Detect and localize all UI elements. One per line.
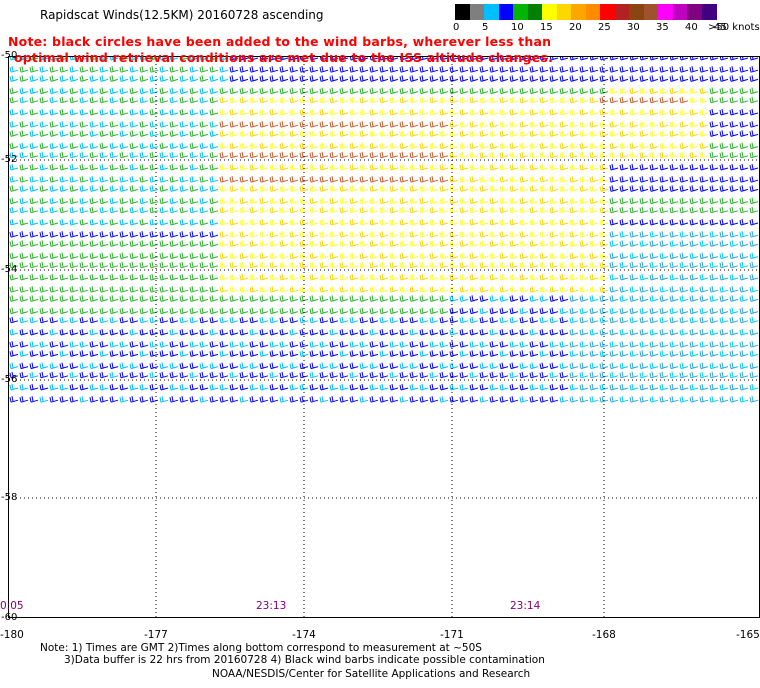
note-line-1: Note: black circles have been added to t… — [8, 34, 552, 49]
longitude-label: -165 — [736, 629, 760, 641]
longitude-label: -168 — [592, 629, 616, 641]
credit-line: NOAA/NESDIS/Center for Satellite Applica… — [212, 668, 531, 680]
time-label: 23:13 — [256, 600, 287, 612]
colorbar-tick-label: 15 — [540, 22, 553, 33]
footer-note-2: 3)Data buffer is 22 hrs from 20160728 4)… — [64, 654, 545, 666]
latitude-label: -50 — [1, 50, 18, 61]
latitude-label: -52 — [1, 154, 18, 165]
colorbar-tick-label: 45 — [714, 22, 727, 33]
colorbar-swatch — [643, 4, 659, 20]
colorbar-swatch — [600, 4, 615, 20]
colorbar-swatch — [513, 4, 528, 20]
colorbar-swatch — [484, 4, 499, 20]
plot-frame — [8, 56, 760, 618]
colorbar-tick-label: 40 — [685, 22, 698, 33]
colorbar-swatch — [469, 4, 485, 20]
colorbar-tick-label: 10 — [511, 22, 524, 33]
footer-note-1: Note: 1) Times are GMT 2)Times along bot… — [40, 642, 482, 654]
colorbar-swatch — [585, 4, 601, 20]
time-label: 0:05 — [0, 600, 24, 612]
colorbar-tick-label: 5 — [482, 22, 489, 33]
colorbar-tick-label: 20 — [569, 22, 582, 33]
colorbar-swatch — [498, 4, 514, 20]
colorbar-swatch — [701, 4, 717, 20]
time-label: 23:14 — [510, 600, 541, 612]
colorbar-unit-label: >50 knots — [708, 22, 760, 33]
colorbar-swatch — [614, 4, 630, 20]
longitude-label: -177 — [144, 629, 168, 641]
colorbar-swatch — [556, 4, 572, 20]
note-line-2: optimal wind retrieval conditions are me… — [14, 50, 554, 65]
colorbar-swatch — [542, 4, 557, 20]
longitude-label: -171 — [440, 629, 464, 641]
longitude-label: -174 — [292, 629, 316, 641]
colorbar-tick-label: 0 — [453, 22, 460, 33]
wind-map-plot — [8, 56, 760, 618]
colorbar-swatch — [672, 4, 688, 20]
latitude-label: -54 — [1, 264, 18, 275]
colorbar-swatch — [629, 4, 644, 20]
colorbar-swatch — [687, 4, 702, 20]
colorbar-swatch — [455, 4, 470, 20]
colorbar-swatch — [571, 4, 586, 20]
colorbar-tick-label: 25 — [598, 22, 611, 33]
grid-lines — [8, 56, 760, 618]
longitude-label: -180 — [0, 629, 24, 641]
colorbar-swatch — [527, 4, 543, 20]
colorbar-tick-label: 35 — [656, 22, 669, 33]
colorbar-swatch — [658, 4, 673, 20]
wind-barbs-layer — [9, 56, 759, 403]
latitude-label: -56 — [1, 374, 18, 385]
latitude-label: -60 — [1, 612, 18, 623]
colorbar-tick-label: 30 — [627, 22, 640, 33]
map-title: Rapidscat Winds(12.5KM) 20160728 ascendi… — [40, 8, 324, 22]
latitude-label: -58 — [1, 492, 18, 503]
